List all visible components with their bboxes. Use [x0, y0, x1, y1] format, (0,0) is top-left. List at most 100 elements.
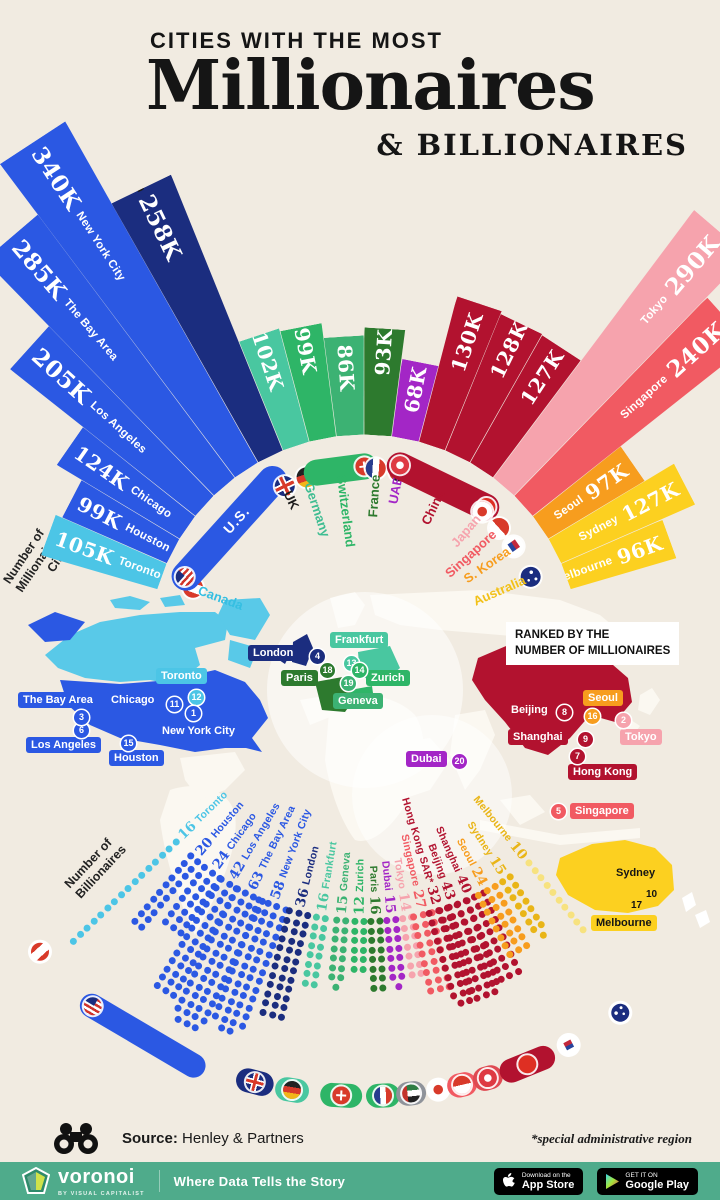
map-rank-badge: 12: [189, 690, 204, 705]
source-text: Source: Henley & Partners: [122, 1130, 304, 1147]
flag-hong-kong-icon: [387, 453, 413, 478]
bar-city-name: Zurich: [285, 281, 307, 324]
map-city-label-beijing: Beijing: [506, 702, 553, 718]
voronoi-logo-icon: [22, 1167, 50, 1194]
map-rank-badge: 16: [585, 709, 600, 724]
map-rank-badge: 5: [551, 804, 566, 819]
page-title: Millionaires: [146, 46, 596, 126]
page-subtitle: & BILLIONAIRES: [376, 128, 688, 162]
map-city-label-frankfurt: Frankfurt: [330, 632, 389, 648]
bar-value: 68K: [398, 364, 432, 415]
bar-city-name: Frankfurt: [231, 269, 263, 329]
flag-skorea-icon: [556, 1032, 581, 1058]
bar-value: 340K: [25, 141, 87, 216]
map-city-label-singapore: Singapore: [570, 803, 634, 819]
flag-australia-icon: [607, 1000, 633, 1026]
flag-france-icon: [373, 1086, 393, 1105]
map-city-label-melbourne: Melbourne: [591, 915, 657, 931]
map-rank-badge: 19: [341, 676, 356, 691]
bar-value: 86K: [332, 343, 360, 392]
map-rank-badge: 6: [74, 723, 89, 738]
map-mexico: [180, 752, 245, 800]
map-city-label-geneva: Geneva: [333, 693, 383, 709]
map-city-label-shanghai: Shanghai: [508, 729, 568, 745]
source-label: Source:: [122, 1130, 178, 1147]
map-city-label-los-angeles: Los Angeles: [26, 737, 101, 753]
map-rank-badge: 2: [616, 713, 631, 728]
country-marker-swiss: [319, 1082, 363, 1109]
flag-china-icon: [515, 1052, 540, 1076]
apple-icon: [502, 1173, 515, 1187]
map-city-label-london: London: [248, 645, 299, 661]
country-marker-uae: [394, 1079, 428, 1107]
footer-bar: voronoi BY VISUAL CAPITALIST Where Data …: [0, 1162, 720, 1200]
footnote: *special administrative region: [530, 1131, 692, 1146]
footer-tagline: Where Data Tells the Story: [173, 1173, 346, 1189]
map-city-label-houston: Houston: [109, 750, 164, 766]
map-city-label-the-bay-area: The Bay Area: [18, 692, 98, 708]
google-play-badge[interactable]: GET IT ON Google Play: [597, 1167, 698, 1195]
bar-city-name: Shanghai: [556, 294, 600, 351]
map-rank-badge: 1: [186, 706, 201, 721]
bar-city-name: Tokyo: [639, 292, 671, 327]
google-play-icon: [606, 1173, 620, 1189]
bar-city-name: Seoul: [552, 493, 587, 522]
map-rank-badge: 15: [121, 736, 136, 751]
map-rank-badge: 18: [320, 663, 335, 678]
map-rank-plain: 10: [646, 889, 658, 900]
map-city-label-hong-kong-sar-: Hong Kong: [568, 764, 638, 780]
map-rank-badge: 4: [310, 649, 325, 664]
map-city-label-zurich: Zurich: [366, 670, 410, 686]
bar-city-name: Dubai: [413, 323, 435, 363]
map-city-label-chicago: Chicago: [106, 692, 160, 708]
footer-divider: [158, 1170, 160, 1192]
app-store-badge[interactable]: Download on the App Store: [493, 1167, 584, 1195]
bar-city-name: Beijing: [518, 273, 551, 320]
flag-uae-icon: [401, 1083, 422, 1104]
bar-value: 258K: [132, 190, 188, 266]
country-marker-australia: [603, 995, 638, 1030]
map-city-label-seoul: Seoul: [583, 690, 623, 706]
brand-subtitle: BY VISUAL CAPITALIST: [58, 1190, 145, 1197]
bar-city-name: Sydney: [577, 513, 621, 544]
brand-name: voronoi: [58, 1165, 135, 1188]
map-city-label-paris: Paris: [281, 670, 318, 686]
map-sea: [480, 795, 640, 845]
brand-block: voronoi BY VISUAL CAPITALIST: [22, 1166, 145, 1197]
bar-city-name: Toronto: [116, 555, 163, 582]
ranked-note: RANKED BY THE NUMBER OF MILLIONAIRES: [506, 622, 680, 666]
map-city-label-tokyo: Tokyo: [620, 729, 662, 745]
map-rank-badge: 14: [352, 663, 367, 678]
map-rank-plain: 17: [631, 900, 643, 911]
map-japan: [622, 688, 660, 736]
flag-us-icon: [80, 993, 106, 1019]
bar-city-name: Hong Kong SAR*: [471, 203, 519, 310]
map-focus-circle-middle-east: [352, 715, 512, 875]
map-china-shape: [472, 640, 632, 755]
flag-uk-icon: [243, 1071, 266, 1094]
map-city-label-new-york-city: New York City: [157, 723, 240, 739]
map-canada-islands: [110, 595, 258, 668]
source-value: Henley & Partners: [182, 1130, 304, 1147]
bar-city-name: Paris: [378, 290, 395, 324]
map-rank-badge: 7: [570, 749, 585, 764]
bar-value: 290K: [659, 230, 720, 301]
flag-canada-icon: [27, 939, 53, 965]
bar-city-name: Geneva: [333, 291, 351, 339]
flag-swiss-icon: [331, 1085, 351, 1105]
map-rank-badge: 3: [74, 710, 89, 725]
flag-hk-icon: [476, 1066, 500, 1090]
map-greenland-shape: [218, 598, 270, 640]
source-row: Source: Henley & Partners *special admin…: [0, 1118, 720, 1162]
country-marker-germany: [273, 1075, 311, 1105]
country-marker-uk: [233, 1065, 277, 1099]
map-canada-shape: [45, 612, 228, 685]
flag-singapore-icon: [451, 1074, 473, 1096]
binoculars-icon: [54, 1123, 98, 1154]
dot-strip-zurich: [350, 917, 368, 975]
map-new-zealand: [682, 892, 710, 928]
bar-city-name: New York City: [73, 209, 128, 284]
country-marker-china: [495, 1042, 559, 1087]
map-city-label-sydney: Sydney: [611, 865, 661, 881]
map-city-label-toronto: Toronto: [156, 668, 207, 684]
